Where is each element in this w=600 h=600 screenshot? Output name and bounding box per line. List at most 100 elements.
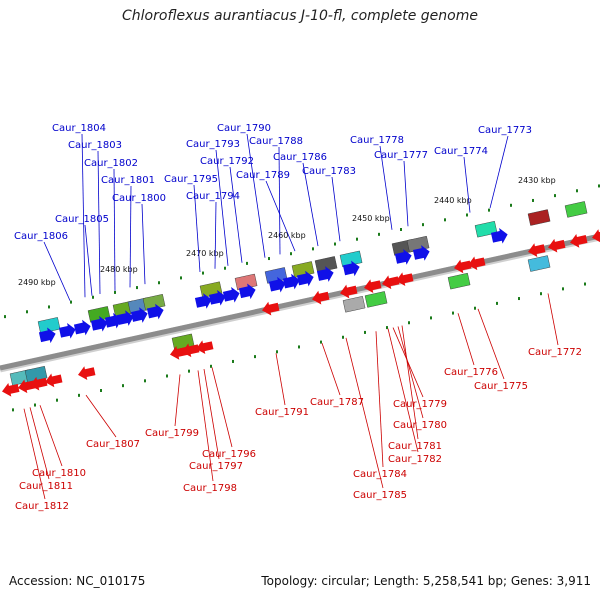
upper-track-tick <box>554 194 556 198</box>
gene-leader-line <box>265 180 296 252</box>
kbp-scale-label: 2450 kbp <box>352 214 390 223</box>
lower-track-tick <box>144 379 146 383</box>
lower-track-tick <box>298 345 300 349</box>
gene-leader-line <box>275 353 286 406</box>
gene-leader-line <box>387 328 419 453</box>
lower-track-tick <box>166 374 168 378</box>
lower-track-tick <box>232 359 234 363</box>
forward-gene-arrow <box>38 327 56 344</box>
gene-label-caur-1788: Caur_1788 <box>249 136 303 147</box>
lower-track-tick <box>474 306 476 310</box>
gene-label-caur-1778: Caur_1778 <box>350 135 404 146</box>
lower-track-tick <box>210 364 212 368</box>
gene-leader-line <box>193 184 201 273</box>
forward-gene-arrow <box>282 273 300 290</box>
genome-backbone <box>0 233 600 371</box>
forward-gene-arrow <box>268 276 286 293</box>
gene-leader-line <box>215 149 229 266</box>
lower-track-tick <box>562 287 564 291</box>
gene-label-caur-1806: Caur_1806 <box>14 231 68 242</box>
gene-leader-line <box>345 337 384 489</box>
gene-label-caur-1803: Caur_1803 <box>68 140 122 151</box>
lower-track-tick <box>496 301 498 305</box>
gene-label-caur-1774: Caur_1774 <box>434 146 488 157</box>
upper-track-tick <box>290 252 292 256</box>
gene-label-caur-1776: Caur_1776 <box>444 367 498 378</box>
gene-label-caur-1790: Caur_1790 <box>217 123 271 134</box>
gene-leader-line <box>39 405 63 467</box>
gene-feature-box <box>527 255 551 272</box>
reverse-gene-arrow <box>382 275 400 290</box>
lower-track-tick <box>122 384 124 388</box>
lower-track-tick <box>342 335 344 339</box>
upper-track-tick <box>158 281 160 285</box>
gene-leader-line <box>84 224 93 296</box>
gene-label-caur-1789: Caur_1789 <box>236 170 290 181</box>
reverse-gene-arrow <box>363 279 382 294</box>
gene-leader-line <box>129 185 132 288</box>
gene-leader-line <box>331 176 341 242</box>
lower-track-tick <box>408 321 410 325</box>
forward-gene-arrow <box>490 228 508 244</box>
gene-label-caur-1777: Caur_1777 <box>374 150 428 161</box>
upper-track-tick <box>136 286 138 290</box>
reverse-gene-arrow <box>547 238 566 253</box>
gene-label-caur-1785: Caur_1785 <box>353 490 407 501</box>
gene-leader-line <box>397 326 424 419</box>
lower-track-tick <box>34 403 36 407</box>
gene-leader-line <box>375 331 384 468</box>
kbp-scale-label: 2460 kbp <box>268 231 306 240</box>
gene-leader-line <box>211 367 233 448</box>
forward-gene-arrow <box>316 266 334 282</box>
reverse-gene-arrow <box>395 272 414 286</box>
upper-track-tick <box>444 218 446 222</box>
gene-label-caur-1781: Caur_1781 <box>388 441 442 452</box>
gene-leader-line <box>246 133 266 258</box>
gene-leader-line <box>214 201 217 269</box>
accession-text: Accession: NC_010175 <box>9 574 146 588</box>
genome-summary-text: Topology: circular; Length: 5,258,541 bp… <box>261 574 591 588</box>
lower-track-tick <box>386 326 388 330</box>
lower-track-tick <box>452 311 454 315</box>
reverse-gene-arrow <box>195 340 214 354</box>
gene-label-caur-1782: Caur_1782 <box>388 454 442 465</box>
forward-gene-arrow <box>412 245 430 261</box>
reverse-gene-arrow <box>182 343 200 358</box>
gene-leader-line <box>81 133 86 298</box>
reverse-gene-arrow <box>592 229 600 243</box>
gene-label-caur-1801: Caur_1801 <box>101 175 155 186</box>
gene-label-caur-1772: Caur_1772 <box>528 347 582 358</box>
lower-track-tick <box>430 316 432 320</box>
page-title: Chloroflexus aurantiacus J-10-fl, comple… <box>122 8 478 24</box>
gene-label-caur-1783: Caur_1783 <box>302 166 356 177</box>
reverse-gene-arrow <box>467 256 486 271</box>
lower-track-tick <box>100 389 102 392</box>
forward-gene-arrow <box>296 270 314 287</box>
upper-track-tick <box>202 271 204 275</box>
forward-gene-arrow <box>90 316 108 332</box>
lower-track-tick <box>254 355 256 359</box>
gene-label-caur-1811: Caur_1811 <box>19 481 73 492</box>
gene-label-caur-1799: Caur_1799 <box>145 428 199 439</box>
lower-track-tick <box>364 330 366 334</box>
upper-track-tick <box>334 242 336 246</box>
gene-label-caur-1792: Caur_1792 <box>200 156 254 167</box>
reverse-gene-arrow <box>78 366 96 380</box>
gene-leader-line <box>229 166 243 263</box>
forward-gene-arrow <box>222 286 240 303</box>
gene-label-caur-1805: Caur_1805 <box>55 214 109 225</box>
gene-leader-line <box>489 135 509 209</box>
gene-leader-line <box>403 160 409 227</box>
forward-gene-arrow <box>116 310 134 326</box>
lower-track-tick <box>12 408 14 412</box>
gene-feature-box <box>447 272 471 290</box>
lower-track-tick <box>518 297 520 301</box>
forward-gene-arrow <box>208 290 226 306</box>
gene-label-caur-1794: Caur_1794 <box>186 191 240 202</box>
upper-track-tick <box>400 228 402 231</box>
gene-leader-line <box>141 203 146 285</box>
upper-track-tick <box>510 203 512 207</box>
upper-track-tick <box>598 184 600 188</box>
upper-track-tick <box>378 232 380 236</box>
